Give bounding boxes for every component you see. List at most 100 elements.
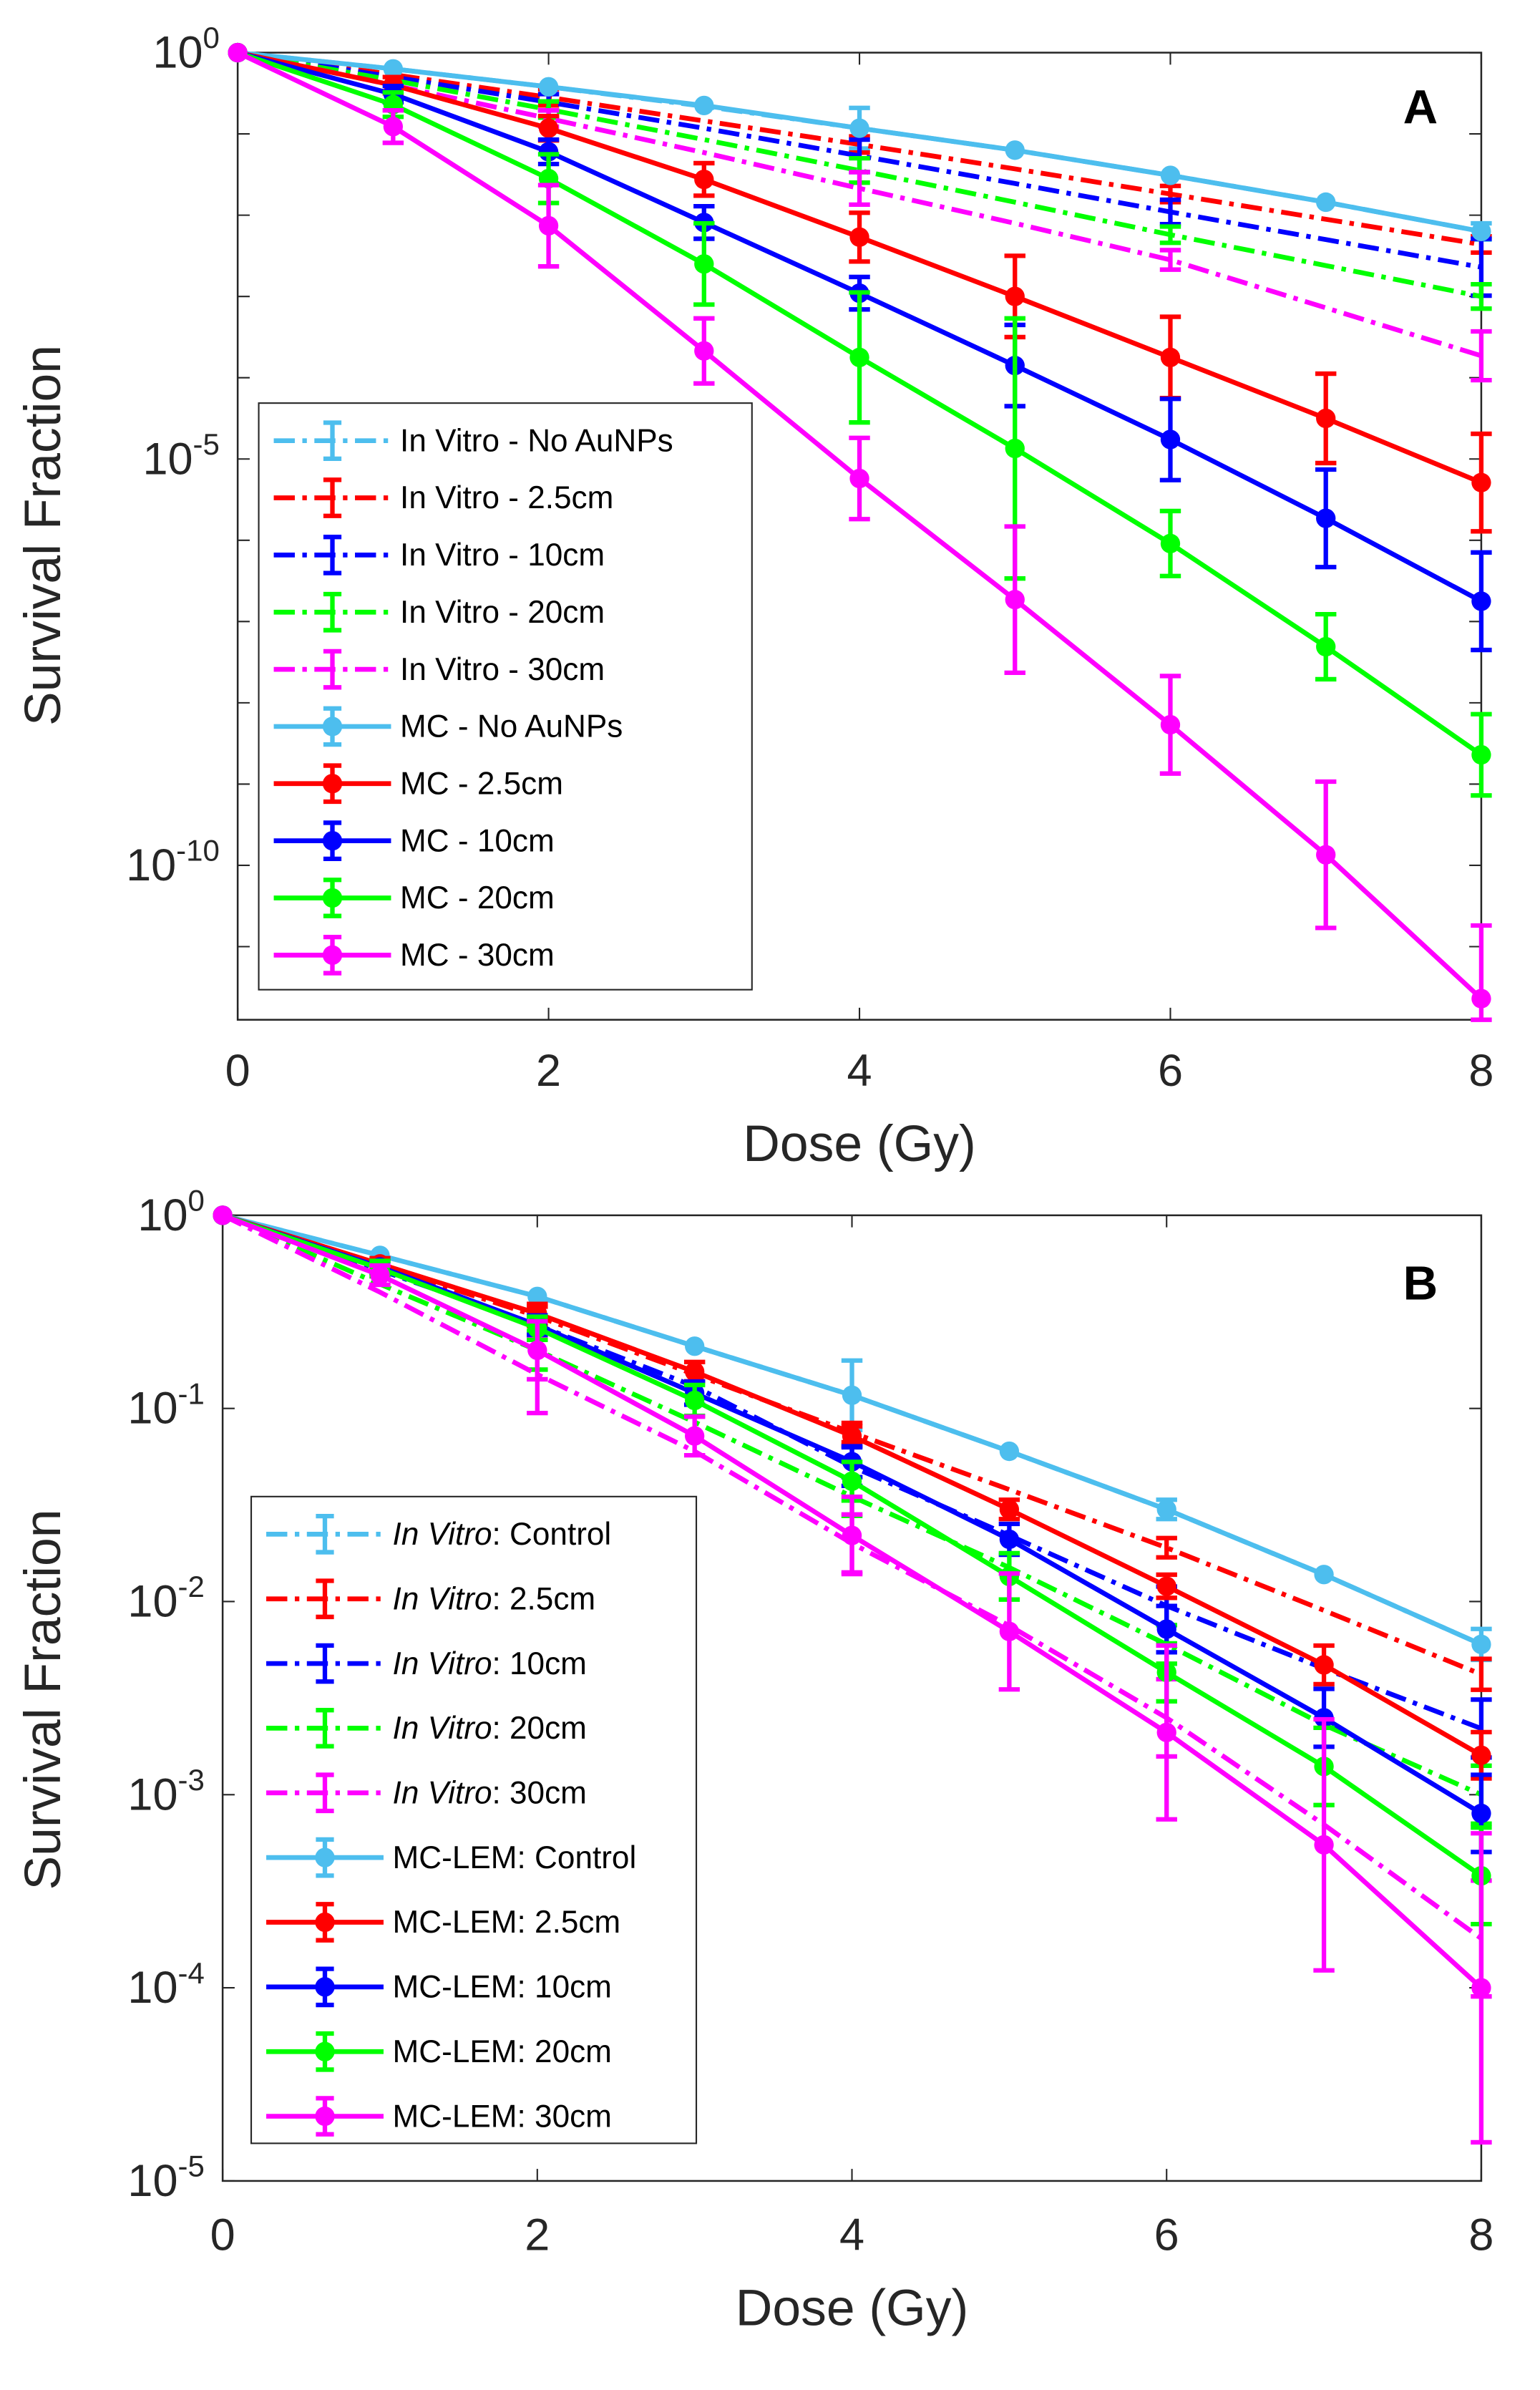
legend-label: In Vitro - 20cm <box>400 595 605 630</box>
legend-marker <box>322 774 343 794</box>
legend-label: In Vitro: Control <box>393 1517 612 1552</box>
legend-label-text: MC-LEM: 30cm <box>393 2099 612 2134</box>
data-point <box>538 77 559 97</box>
legend-marker <box>322 888 343 908</box>
legend-marker <box>315 1977 335 1997</box>
y-tick-label: 10-3 <box>127 1763 204 1820</box>
x-tick-label: 8 <box>1468 2210 1493 2260</box>
y-tick-label: 10-2 <box>127 1570 204 1626</box>
y-tick-base: 10 <box>137 1190 187 1240</box>
data-point <box>1005 140 1025 160</box>
data-point <box>1314 1655 1334 1675</box>
data-point <box>842 1471 862 1491</box>
legend-item: In Vitro: 20cm <box>266 1708 587 1749</box>
data-point <box>1156 1500 1176 1520</box>
y-tick-label: 10-1 <box>127 1376 204 1433</box>
legend-item: MC - No AuNPs <box>273 706 623 747</box>
legend-label-text: : 20cm <box>492 1711 587 1746</box>
y-tick-label: 10-4 <box>127 1956 204 2013</box>
data-point <box>1471 1745 1491 1765</box>
legend-item: In Vitro: 10cm <box>266 1643 587 1684</box>
data-point <box>999 1529 1020 1550</box>
legend-marker <box>322 716 343 737</box>
data-point <box>1160 533 1181 553</box>
series-mc-lem-30cm <box>213 1205 1492 2145</box>
legend-label: MC-LEM: 2.5cm <box>393 1905 621 1940</box>
data-point <box>685 1361 705 1381</box>
data-point <box>849 347 869 367</box>
legend-label-italic: In Vitro <box>393 1581 492 1616</box>
data-point <box>383 59 404 79</box>
legend-item: In Vitro - 20cm <box>273 591 605 633</box>
series-in-vitro-30cm <box>237 50 1492 383</box>
y-tick-label: 100 <box>152 21 219 77</box>
panel-label: B <box>1403 1257 1438 1311</box>
y-tick-label: 10-5 <box>142 427 219 484</box>
legend-label: MC - 20cm <box>400 880 555 915</box>
legend-label-text: : 2.5cm <box>492 1581 596 1616</box>
legend-item: MC-LEM: 20cm <box>266 2031 612 2072</box>
data-point <box>694 341 714 361</box>
legend-item: In Vitro - 30cm <box>273 648 605 690</box>
data-point <box>849 227 869 247</box>
y-tick-base: 10 <box>127 1963 177 2013</box>
panel-label: A <box>1403 80 1438 134</box>
legend-label: MC-LEM: Control <box>393 1840 637 1875</box>
data-point <box>1316 508 1336 528</box>
legend-label-italic: In Vitro <box>393 1711 492 1746</box>
y-tick-exponent: 0 <box>203 21 220 54</box>
data-point <box>213 1205 233 1225</box>
legend-label-text: : 10cm <box>492 1646 587 1681</box>
data-point <box>849 118 869 138</box>
x-tick-label: 6 <box>1154 2210 1179 2260</box>
data-point <box>1160 165 1181 185</box>
y-tick-label: 10-10 <box>126 834 220 890</box>
legend-item: MC - 10cm <box>273 820 555 862</box>
legend-item: In Vitro: Control <box>266 1513 612 1555</box>
legend-marker <box>322 830 343 851</box>
data-point <box>1005 286 1025 306</box>
x-axis-label: Dose (Gy) <box>736 2280 968 2337</box>
legend-label: In Vitro - 2.5cm <box>400 480 613 515</box>
legend-label-text: : Control <box>492 1517 612 1552</box>
data-point <box>1471 221 1491 241</box>
x-tick-label: 0 <box>210 2210 235 2260</box>
data-point <box>1471 591 1491 611</box>
x-tick-label: 0 <box>225 1046 250 1096</box>
data-point <box>1160 429 1181 450</box>
legend-label-text: MC-LEM: 2.5cm <box>393 1905 621 1940</box>
data-point <box>538 142 559 162</box>
y-tick-exponent: -3 <box>178 1763 205 1797</box>
y-axis-label: Survival Fraction <box>14 345 72 726</box>
data-point <box>1471 1978 1491 1998</box>
x-tick-label: 8 <box>1468 1046 1493 1096</box>
y-tick-exponent: -2 <box>178 1570 205 1603</box>
legend-item: MC - 30cm <box>273 934 555 976</box>
data-point <box>842 1525 862 1545</box>
legend-label: In Vitro - 30cm <box>400 652 605 687</box>
legend-label-italic: In Vitro <box>393 1517 492 1552</box>
data-point <box>1156 1722 1176 1743</box>
y-tick-base: 10 <box>152 28 203 78</box>
legend-marker <box>322 945 343 965</box>
data-point <box>383 117 404 137</box>
x-tick-label: 2 <box>536 1046 561 1096</box>
y-tick-base: 10 <box>142 434 192 484</box>
y-tick-base: 10 <box>127 1577 177 1627</box>
data-point <box>842 1385 862 1405</box>
data-point <box>1005 590 1025 610</box>
legend-label: MC - 30cm <box>400 938 555 973</box>
data-point <box>1314 1565 1334 1585</box>
data-point <box>1471 472 1491 492</box>
legend-label: MC - 10cm <box>400 823 555 858</box>
y-tick-exponent: -5 <box>193 427 220 461</box>
series-mc-20cm <box>228 42 1492 798</box>
data-point <box>694 95 714 116</box>
data-point <box>1471 1803 1491 1824</box>
legend-label: MC - 2.5cm <box>400 766 563 801</box>
legend-label-text: MC-LEM: 10cm <box>393 1970 612 2005</box>
legend: In Vitro - No AuNPs In Vitro - 2.5cm In Vi… <box>258 402 753 991</box>
data-point <box>1316 636 1336 657</box>
data-point <box>999 1621 1020 1641</box>
